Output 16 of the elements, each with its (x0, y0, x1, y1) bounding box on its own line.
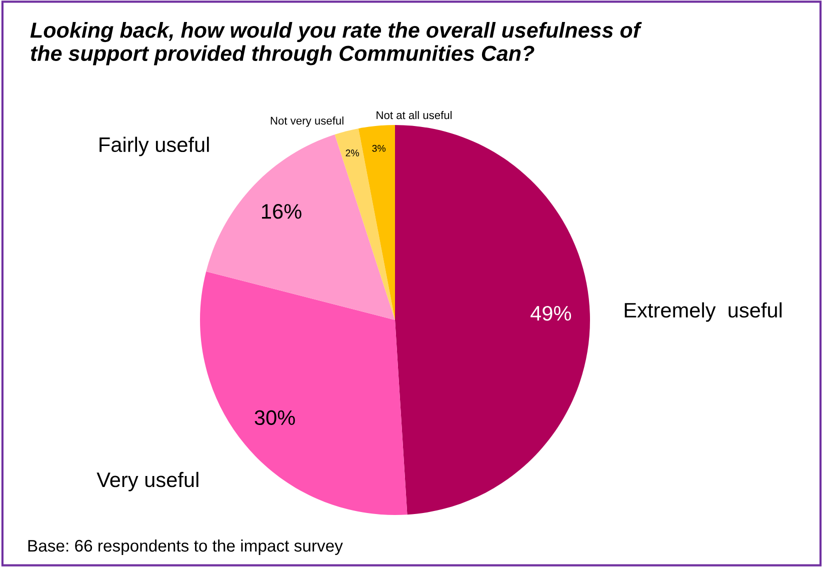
text: Base: 66 respondents to the impact survey (28, 539, 343, 555)
data-label: 49% (530, 306, 572, 321)
chart-title: Looking back, how would you rate the overall usefulness of the support provided through Communities Can? (30, 22, 642, 66)
pie-slice (358, 125, 395, 320)
data-label: 2% (346, 150, 360, 156)
data-label: 3% (372, 144, 386, 152)
slice-label: Extremely useful (624, 302, 782, 322)
pie-slice (334, 128, 395, 320)
slice-label: Not at all useful (376, 110, 452, 120)
data-label: 30% (254, 410, 295, 426)
slice-label: Not very useful (270, 116, 344, 127)
data-label: 16% (262, 204, 302, 219)
slice-label: Fairly useful (100, 136, 209, 156)
slice-label: Very useful (96, 472, 198, 492)
pie-slice (395, 125, 590, 515)
pie-slice (200, 272, 408, 515)
